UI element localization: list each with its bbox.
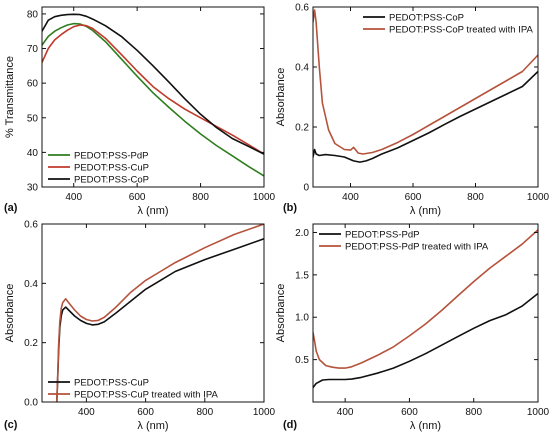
y-axis-label: % Transmittance — [4, 56, 16, 138]
y-tick-label: 50 — [27, 113, 39, 124]
y-tick-label: 40 — [27, 148, 39, 159]
x-tick-label: 400 — [337, 407, 354, 418]
series-group — [313, 9, 538, 163]
y-axis-label: Absorbance — [4, 284, 16, 343]
x-tick-label: 800 — [467, 192, 484, 203]
plot-frame — [41, 223, 265, 403]
chart-panel-2: 400 600 800 1000 0 0.2 0.4 0.6 λ (nm) Absorbance (… — [275, 3, 550, 218]
legend-label: PEDOT:PSS-CuP — [74, 163, 149, 174]
plot-frame — [312, 6, 539, 188]
y-tick-label: 70 — [27, 44, 39, 55]
panel-label: (a) — [4, 202, 18, 214]
x-tick-label: 1000 — [527, 407, 550, 418]
x-tick-label: 800 — [196, 407, 213, 418]
chart-panel-1: 400 600 800 1000 30 40 50 60 70 80 λ (nm) % Transmi… — [4, 6, 276, 217]
y-axis-label: Absorbance — [275, 284, 287, 343]
panel-label: (c) — [4, 419, 18, 431]
x-tick-label: 400 — [65, 192, 82, 203]
x-tick-label: 1000 — [253, 407, 276, 418]
series-line-2 — [313, 229, 538, 369]
legend-label: PEDOT:PSS-CoP — [74, 175, 149, 186]
chart-panel-4: 400 600 800 1000 0.5 1.0 1.5 2.0 λ (nm) Absorbanc… — [275, 223, 550, 432]
x-axis-label: λ (nm) — [410, 205, 441, 217]
series-line-1 — [42, 22, 264, 177]
panel-label: (b) — [283, 202, 297, 214]
y-tick-label: 0.0 — [24, 398, 38, 409]
series-line-2 — [42, 24, 264, 155]
y-tick-label: 2.0 — [295, 228, 309, 239]
x-tick-label: 400 — [78, 407, 95, 418]
plot-frame — [312, 223, 539, 403]
y-tick-label: 1.5 — [295, 270, 309, 281]
x-tick-label: 600 — [401, 407, 418, 418]
series-line-3 — [42, 13, 264, 155]
x-tick-label: 1000 — [527, 192, 550, 203]
plot-frame — [41, 6, 265, 188]
x-tick-label: 800 — [465, 407, 482, 418]
y-tick-label: 0.2 — [24, 338, 38, 349]
series-line-2 — [55, 224, 264, 402]
x-tick-label: 400 — [342, 192, 359, 203]
y-tick-label: 80 — [27, 9, 39, 20]
x-tick-label: 600 — [137, 407, 154, 418]
y-tick-label: 0.4 — [24, 279, 38, 290]
x-tick-label: 600 — [129, 192, 146, 203]
series-line-1 — [313, 292, 538, 389]
y-axis-label: Absorbance — [275, 68, 287, 127]
y-tick-label: 0.6 — [295, 3, 309, 14]
x-axis-label: λ (nm) — [137, 205, 168, 217]
x-tick-label: 600 — [405, 192, 422, 203]
legend-label: PEDOT:PSS-CuP treated with IPA — [74, 390, 218, 401]
y-tick-label: 0.6 — [24, 220, 38, 231]
legend-label: PEDOT:PSS-CoP treated with IPA — [389, 25, 533, 36]
chart-panel-3: 400 600 800 1000 0.0 0.2 0.4 0.6 λ (nm) Absorbanc… — [4, 220, 276, 433]
legend-label: PEDOT:PSS-CoP — [389, 13, 464, 24]
x-axis-label: λ (nm) — [410, 420, 441, 432]
x-tick-label: 800 — [192, 192, 209, 203]
series-group — [55, 224, 264, 402]
legend-label: PEDOT:PSS-CuP — [74, 378, 149, 389]
y-tick-label: 1.0 — [295, 313, 309, 324]
legend-label: PEDOT:PSS-PdP treated with IPA — [345, 242, 489, 253]
x-tick-label: 1000 — [253, 192, 276, 203]
series-group — [313, 229, 538, 389]
panel-label: (d) — [283, 419, 297, 431]
y-tick-label: 0.4 — [295, 63, 309, 74]
y-tick-label: 60 — [27, 79, 39, 90]
y-tick-label: 0.5 — [295, 355, 309, 366]
legend-label: PEDOT:PSS-PdP — [74, 151, 148, 162]
legend-label: PEDOT:PSS-PdP — [345, 230, 419, 241]
series-line-2 — [313, 9, 538, 155]
y-tick-label: 0 — [303, 183, 309, 194]
series-line-1 — [313, 70, 538, 163]
x-axis-label: λ (nm) — [137, 420, 168, 432]
y-tick-label: 30 — [27, 183, 39, 194]
y-tick-label: 0.2 — [295, 123, 309, 134]
series-group — [42, 13, 264, 177]
